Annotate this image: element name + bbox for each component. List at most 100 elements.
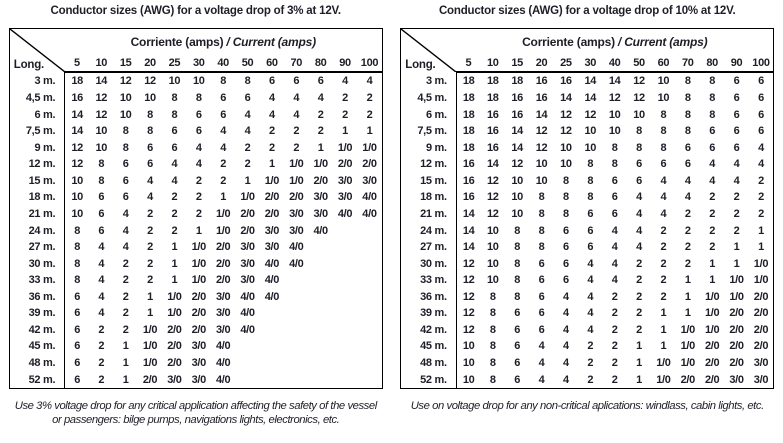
awg-size-cell: 8 <box>489 340 496 353</box>
length-row-label: 27 m. <box>401 238 457 256</box>
awg-size-cell: 2 <box>709 224 716 237</box>
amp-column-header: 50 <box>626 54 652 73</box>
awg-size-cell: 3/0 <box>264 241 280 254</box>
awg-size-cell: 8 <box>122 125 129 138</box>
usage-footnote: Use on voltage drop for any non-critical… <box>410 400 764 412</box>
length-row-label: 39 m. <box>9 305 66 322</box>
awg-size-cell: 4/0 <box>215 356 231 369</box>
awg-size-cell: 14 <box>511 141 523 154</box>
awg-size-cell: 8 <box>660 108 667 121</box>
awg-size-cell: 2 <box>660 290 667 303</box>
awg-size-cell: 8 <box>171 92 178 105</box>
awg-size-cell: 1/0 <box>215 224 231 237</box>
awg-size-cell: 14 <box>608 75 621 88</box>
awg-size-cell: 6 <box>733 125 740 138</box>
awg-size-cell: 1/0 <box>362 141 377 154</box>
awg-size-cell: 1/0 <box>680 356 696 369</box>
awg-size-cell: 12 <box>511 158 523 171</box>
awg-size-cell: 4/0 <box>240 307 255 320</box>
awg-size-cell: 12 <box>462 274 475 287</box>
awg-size-cell: 6 <box>538 274 545 287</box>
awg-size-cell: 10 <box>535 174 548 187</box>
amp-column-header: 30 <box>578 54 603 73</box>
awg-size-cell: 6 <box>98 208 105 221</box>
awg-size-cell: 8 <box>171 108 178 121</box>
awg-size-cell: 2/0 <box>215 241 231 254</box>
length-row-label: 3 m. <box>401 72 457 90</box>
awg-size-cell: 6 <box>660 158 667 171</box>
table-row: 24 m. 14 10 8 8 6 6 4 4 2 2 2 2 1 <box>401 222 773 239</box>
awg-size-cell: 2 <box>709 191 716 204</box>
awg-size-cell: 3/0 <box>215 323 231 336</box>
awg-size-cell: 8 <box>611 141 618 154</box>
awg-size-cell: 16 <box>511 108 523 121</box>
awg-size-cell: 8 <box>611 158 618 171</box>
awg-size-cell: 1 <box>122 356 129 369</box>
awg-size-cell: 2 <box>636 274 642 287</box>
awg-size-cell: 3/0 <box>215 307 231 320</box>
current-header-en: / Current (amps) <box>226 34 316 49</box>
awg-size-cell: 4/0 <box>264 274 280 287</box>
awg-size-cell: 1 <box>709 257 716 270</box>
awg-size-cell <box>284 289 308 306</box>
awg-size-cell: 4 <box>342 75 348 88</box>
length-row-label: 30 m. <box>401 255 457 272</box>
awg-size-cell: 2 <box>269 125 275 138</box>
awg-size-cell: 8 <box>684 92 691 105</box>
awg-size-cell: 18 <box>462 108 475 121</box>
awg-size-cell: 1 <box>660 323 667 336</box>
awg-size-cell: 6 <box>122 174 129 187</box>
table-row: 27 m. 14 10 8 8 6 6 4 4 2 2 2 1 1 <box>401 238 773 256</box>
awg-size-cell: 10 <box>511 191 523 204</box>
current-header-es: Corriente (amps) <box>130 34 224 49</box>
awg-size-cell: 8 <box>122 141 129 154</box>
table-row: 30 m. 12 10 8 6 6 4 4 2 2 2 1 1 1/0 <box>401 255 773 272</box>
awg-size-cell: 12 <box>633 92 645 105</box>
awg-size-cell: 1/0 <box>191 274 207 287</box>
awg-size-cell: 4 <box>98 274 105 287</box>
amp-column-header: 80 <box>308 54 333 73</box>
awg-size-cell: 4 <box>538 356 545 369</box>
awg-size-cell: 1/0 <box>753 274 769 287</box>
awg-size-cell: 1 <box>660 307 667 320</box>
awg-size-cell: 8 <box>684 125 691 138</box>
awg-size-cell: 3/0 <box>264 224 280 237</box>
table-row: 39 m. 6 4 2 1 1/0 2/0 3/0 4/0 <box>9 305 382 322</box>
awg-size-cell: 2 <box>587 340 594 353</box>
table-row: 15 m. 16 12 10 10 8 8 6 6 4 4 4 4 2 <box>401 172 773 190</box>
awg-size-cell: 4 <box>563 307 569 320</box>
awg-size-cell: 2/0 <box>264 191 280 204</box>
awg-size-cell: 1 <box>660 340 667 353</box>
awg-size-cell: 1 <box>269 158 275 171</box>
table-row: 6 m. 14 12 10 8 8 6 6 4 4 4 2 2 2 <box>9 106 382 124</box>
awg-size-cell: 1 <box>366 125 373 138</box>
awg-size-cell: 6 <box>684 158 691 171</box>
awg-size-cell: 6 <box>293 75 300 88</box>
awg-size-cell: 10 <box>657 75 670 88</box>
awg-size-cell: 2 <box>611 307 618 320</box>
awg-size-cell: 6 <box>709 141 716 154</box>
awg-size-cell: 6 <box>733 108 740 121</box>
awg-size-cell: 4/0 <box>215 340 231 353</box>
awg-size-cell: 8 <box>489 373 496 386</box>
awg-size-cell: 8 <box>660 125 667 138</box>
awg-size-cell: 8 <box>514 224 521 237</box>
awg-size-cell: 1/0 <box>191 257 207 270</box>
awg-size-cell: 2/0 <box>753 307 769 320</box>
amp-column-header: 40 <box>602 54 627 73</box>
awg-size-cell: 8 <box>74 224 81 237</box>
awg-size-cell: 2 <box>611 323 618 336</box>
awg-size-cell: 2 <box>122 307 129 320</box>
awg-size-cell: 12 <box>462 290 475 303</box>
table-body: 3 m. 18 14 12 12 10 10 8 8 6 6 6 4 4 4,5 m. 16 12 10 10 8 8 6… <box>9 72 382 388</box>
table-row: 24 m. 8 6 4 2 2 1 1/0 2/0 3/0 3/0 4/0 <box>9 222 382 239</box>
awg-size-cell: 6 <box>758 125 764 138</box>
awg-size-cell: 4 <box>587 257 594 270</box>
awg-size-cell: 6 <box>636 174 642 187</box>
table-row: 6 m. 18 16 16 14 12 12 10 10 8 8 8 6 6 <box>401 106 773 124</box>
awg-size-cell: 14 <box>584 75 597 88</box>
awg-size-cell: 12 <box>608 92 621 105</box>
awg-size-cell: 1/0 <box>729 274 744 287</box>
awg-size-cell: 12 <box>462 257 475 270</box>
awg-size-cell: 8 <box>220 75 227 88</box>
